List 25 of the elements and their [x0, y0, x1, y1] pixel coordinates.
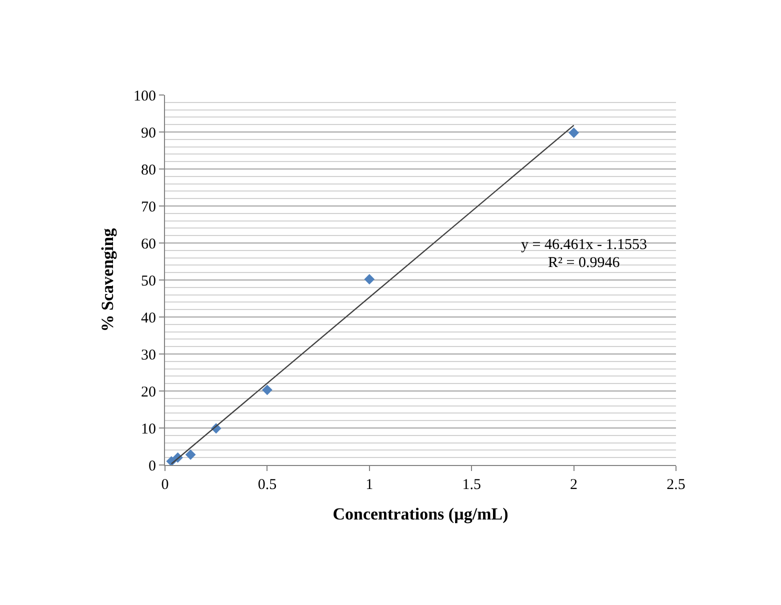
y-axis-title: % Scavenging	[98, 228, 118, 332]
x-tick-label: 0	[161, 477, 169, 493]
annotation: y = 46.461x - 1.1553	[521, 237, 647, 253]
point	[185, 449, 196, 460]
x-tick-label: 2.5	[666, 477, 686, 493]
x-tick-label: 0.5	[258, 477, 277, 493]
y-tick-label: 60	[141, 236, 156, 252]
y-tick-label: 30	[141, 347, 156, 364]
x-tick-label: 1	[366, 477, 374, 493]
y-tick-label: 0	[148, 458, 156, 474]
x-tick-label: 2	[570, 477, 578, 493]
x-axis-title: Concentrations (µg/mL)	[332, 504, 508, 524]
y-tick-label: 50	[141, 273, 156, 290]
y-tick-label: 10	[141, 421, 156, 438]
y-tick-label: 80	[141, 162, 156, 178]
y-tick-label: 100	[134, 88, 156, 104]
point	[262, 384, 272, 396]
y-tick-label: 20	[141, 384, 156, 400]
y-tick-label: 90	[141, 125, 156, 142]
point	[364, 274, 375, 284]
annotation: R² = 0.9946	[548, 255, 620, 271]
point	[568, 128, 579, 138]
y-tick-label: 40	[141, 310, 156, 326]
x-tick-label: 1.5	[462, 477, 481, 493]
y-tick-label: 70	[141, 199, 156, 216]
